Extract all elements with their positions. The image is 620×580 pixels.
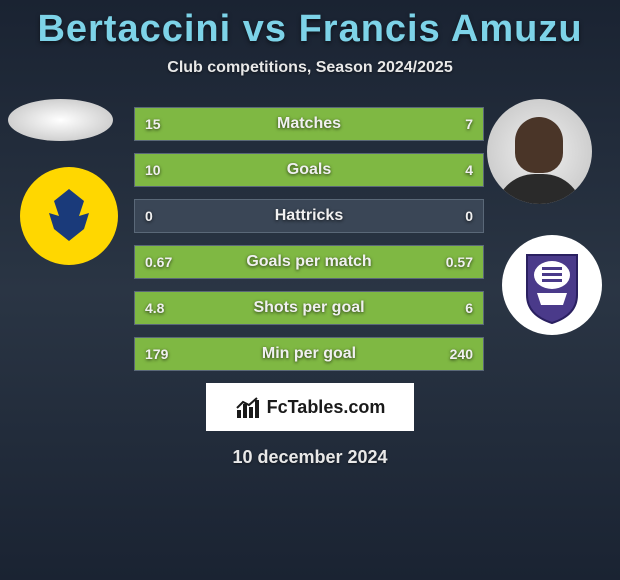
stat-row: 179 Min per goal 240 (134, 337, 484, 371)
stats-bars: 15 Matches 7 10 Goals 4 0 Hattricks 0 0.… (134, 107, 484, 371)
player-right-avatar (487, 99, 592, 204)
stat-label: Matches (135, 115, 483, 133)
eagle-crest-icon (34, 181, 104, 251)
stat-row: 0.67 Goals per match 0.57 (134, 245, 484, 279)
page-title: Bertaccini vs Francis Amuzu (0, 0, 620, 51)
stat-label: Shots per goal (135, 299, 483, 317)
brand-text: FcTables.com (267, 397, 386, 418)
chart-icon (235, 394, 261, 420)
stat-label: Goals per match (135, 253, 483, 271)
stat-value-right: 7 (465, 116, 473, 132)
stat-label: Goals (135, 161, 483, 179)
club-left-badge (20, 167, 118, 265)
brand-box: FcTables.com (206, 383, 414, 431)
comparison-content: 15 Matches 7 10 Goals 4 0 Hattricks 0 0.… (0, 107, 620, 468)
stat-row: 15 Matches 7 (134, 107, 484, 141)
date-text: 10 december 2024 (0, 447, 620, 468)
anderlecht-crest-icon (517, 245, 587, 325)
club-right-badge (502, 235, 602, 335)
stat-value-right: 0.57 (446, 254, 473, 270)
page-subtitle: Club competitions, Season 2024/2025 (0, 59, 620, 77)
stat-label: Min per goal (135, 345, 483, 363)
stat-value-right: 6 (465, 300, 473, 316)
stat-row: 0 Hattricks 0 (134, 199, 484, 233)
stat-value-right: 4 (465, 162, 473, 178)
stat-value-right: 240 (450, 346, 473, 362)
stat-row: 4.8 Shots per goal 6 (134, 291, 484, 325)
player-left-avatar (8, 99, 113, 141)
stat-label: Hattricks (135, 207, 483, 225)
stat-value-right: 0 (465, 208, 473, 224)
stat-row: 10 Goals 4 (134, 153, 484, 187)
